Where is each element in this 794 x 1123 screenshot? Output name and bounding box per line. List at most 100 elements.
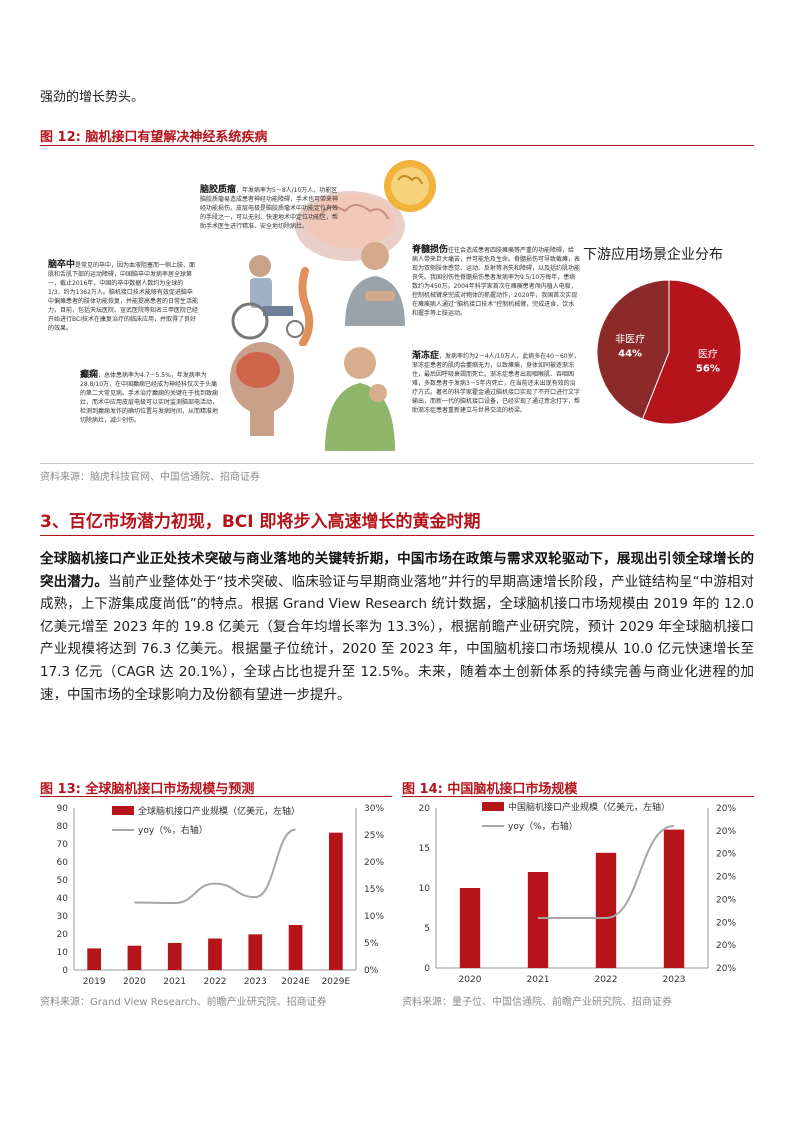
- glioma-note-text: ，年发病率为5－8人/10万人，功能区脑胶质瘤易造成患者神经功能障碍，手术也可带…: [200, 187, 339, 230]
- y-right-tick-label: 20%: [716, 804, 736, 814]
- spine-illustration: [298, 267, 314, 346]
- legend-line-label: yoy（%，右轴）: [138, 824, 208, 836]
- bar: [167, 943, 182, 970]
- y-right-tick-label: 15%: [364, 885, 384, 895]
- bar: [459, 888, 481, 968]
- y-right-tick-label: 20%: [716, 918, 736, 928]
- y-left-tick-label: 0: [424, 964, 430, 974]
- y-right-tick-label: 20%: [716, 895, 736, 905]
- figure-13-chart: 0 10 20 30 40 50 60 70 80 90 0% 5% 10% 15% 20% 25% 30% 20…: [57, 804, 385, 987]
- pie-slice-label: 医疗: [698, 347, 718, 360]
- y-left-tick-label: 10: [57, 948, 69, 958]
- y-right-tick-label: 20%: [716, 873, 736, 883]
- x-tick-label: 2029E: [322, 977, 351, 987]
- y-right-tick-label: 30%: [364, 804, 384, 814]
- y-left-tick-label: 0: [62, 966, 68, 976]
- x-tick-label: 2020: [123, 977, 146, 987]
- figure-12-source: 资料来源：脑虎科技官网、中国信通院、招商证券: [40, 472, 260, 483]
- y-right-tick-label: 20%: [716, 964, 736, 974]
- y-left-tick-label: 60: [57, 858, 69, 868]
- x-tick-label: 2021: [163, 977, 186, 987]
- y-right-tick-label: 20%: [716, 827, 736, 837]
- epilepsy-note-text: ，总体患病率为4.7－5.5%，年发病率为28.8/10万，在中国癫痫已经成为神…: [80, 372, 219, 424]
- stroke-note-title: 脑卒中: [48, 260, 76, 270]
- y-left-tick-label: 20: [57, 930, 69, 940]
- figure-14-title: 图 14: 中国脑机接口市场规模: [402, 782, 578, 797]
- section-3-rule: [40, 535, 754, 536]
- bar: [527, 872, 549, 968]
- bar: [208, 938, 222, 970]
- spinal-cord-injury-note-title: 脊髓损伤: [412, 245, 449, 255]
- injured-man-illustration: [345, 242, 405, 326]
- epilepsy-note-title: 癫痫: [80, 370, 99, 380]
- x-tick-label: 2022: [204, 977, 227, 987]
- x-tick-label: 2024E: [281, 977, 310, 987]
- stroke-note: 脑卒中是常见的卒中，因为血液阻塞而一侧上肢、面肌和舌肌下部的运动障碍，中国脑卒中…: [48, 261, 198, 333]
- pie-chart-title: 下游应用场景企业分布: [583, 247, 723, 263]
- als-note: 渐冻症，发病率约为2－4人/10万人，此病多在40－60岁，渐冻症患者的肌肉会萎…: [412, 352, 580, 415]
- x-tick-label: 2020: [459, 975, 482, 985]
- brain-illustration: [295, 160, 436, 261]
- paragraph-bold-lead: 全球脑机接口产业正处技术突破与商业落地的关键转折期，中国市场在政策与需求双轮驱动…: [40, 551, 754, 590]
- y-left-tick-label: 15: [419, 844, 430, 854]
- x-tick-label: 2023: [663, 975, 686, 985]
- x-tick-label: 2023: [244, 977, 267, 987]
- y-left-tick-label: 20: [419, 804, 431, 814]
- y-right-tick-label: 20%: [716, 941, 736, 951]
- figure-14-source: 资料来源：量子位、中国信通院、前瞻产业研究院、招商证券: [402, 997, 672, 1008]
- figure-13-source: 资料来源：Grand View Research、前瞻产业研究院、招商证券: [40, 997, 327, 1008]
- als-note-text: ，发病率约为2－4人/10万人，此病多在40－60岁，渐冻症患者的肌肉会萎缩无力…: [412, 353, 581, 414]
- section-3-heading: 3、百亿市场潜力初现，BCI 即将步入高速增长的黄金时期: [40, 512, 481, 532]
- pie-slice-value: 44%: [618, 349, 642, 360]
- y-right-tick-label: 20%: [364, 858, 384, 868]
- spinal-cord-injury-note-text: 往往会造成患者四肢瘫痪等严重的功能障碍，给病人带来巨大痛苦，并可能危及生命。脊髓…: [412, 247, 581, 317]
- legend-bar-label: 中国脑机接口产业规模（亿美元，左轴）: [508, 801, 670, 813]
- spinal-cord-injury-note: 脊髓损伤往往会造成患者四肢瘫痪等严重的功能障碍，给病人带来巨大痛苦，并可能危及生…: [412, 246, 580, 318]
- bar: [663, 829, 685, 968]
- figure-14-rule: [402, 796, 754, 797]
- bar: [248, 934, 263, 970]
- epilepsy-note: 癫痫，总体患病率为4.7－5.5%，年发病率为28.8/10万，在中国癫痫已经成…: [80, 371, 220, 425]
- bar: [127, 945, 142, 970]
- y-left-tick-label: 30: [57, 912, 69, 922]
- y-right-tick-label: 0%: [364, 966, 379, 976]
- figure-14-chart: 0 5 10 15 20 20% 20% 20% 20% 20% 20% 20% 20% 2020 2021…: [419, 801, 737, 985]
- pie-slice: [596, 279, 670, 420]
- y-left-tick-label: 40: [57, 894, 69, 904]
- y-left-tick-label: 5: [424, 924, 430, 934]
- legend-line-label: yoy（%，右轴）: [508, 820, 578, 832]
- y-right-tick-label: 10%: [364, 912, 384, 922]
- glioma-note: 脑胶质瘤，年发病率为5－8人/10万人，功能区脑胶质瘤易造成患者神经功能障碍，手…: [200, 186, 340, 231]
- y-right-tick-label: 25%: [364, 831, 384, 841]
- figure-12-title: 图 12: 脑机接口有望解决神经系统疾病: [40, 130, 268, 145]
- y-right-tick-label: 20%: [716, 850, 736, 860]
- wheelchair-illustration: [231, 255, 304, 340]
- pie-chart: 医疗 56% 非医疗 44%: [596, 279, 742, 425]
- x-tick-label: 2022: [595, 975, 618, 985]
- legend-bar-label: 全球脑机接口产业规模（亿美元，左轴）: [138, 805, 300, 817]
- figure-13-rule: [40, 796, 392, 797]
- pie-slice-value: 56%: [696, 363, 720, 374]
- stroke-note-text: 是常见的卒中，因为血液阻塞而一侧上肢、面肌和舌肌下部的运动障碍，中国脑卒中发病率…: [48, 262, 199, 332]
- figure-12-top-rule: [40, 145, 754, 146]
- pie-slice-label: 非医疗: [615, 333, 645, 346]
- intro-tail-text: 强劲的增长势头。: [40, 90, 145, 105]
- section-3-paragraph: 全球脑机接口产业正处技术突破与商业落地的关键转折期，中国市场在政策与需求双轮驱动…: [40, 548, 754, 706]
- bar: [595, 852, 617, 968]
- legend-bar-swatch: [112, 806, 134, 815]
- bar: [329, 832, 343, 970]
- y-left-tick-label: 10: [419, 884, 431, 894]
- y-left-tick-label: 90: [57, 804, 69, 814]
- y-left-tick-label: 70: [57, 840, 69, 850]
- y-right-tick-label: 5%: [364, 939, 379, 949]
- paragraph-body: 当前产业整体处于“技术突破、临床验证与早期商业落地”并行的早期高速增长阶段，产业…: [40, 573, 755, 703]
- x-tick-label: 2021: [527, 975, 550, 985]
- als-man-illustration: [325, 347, 395, 451]
- y-left-tick-label: 50: [57, 876, 69, 886]
- bar: [288, 925, 303, 970]
- figure-12-illustration: 脑胶质瘤，年发病率为5－8人/10万人，功能区脑胶质瘤易造成患者神经功能障碍，手…: [40, 156, 580, 456]
- glioma-note-title: 脑胶质瘤: [200, 185, 237, 195]
- bar: [87, 948, 101, 970]
- legend-bar-swatch: [482, 802, 504, 811]
- als-note-title: 渐冻症: [412, 351, 440, 361]
